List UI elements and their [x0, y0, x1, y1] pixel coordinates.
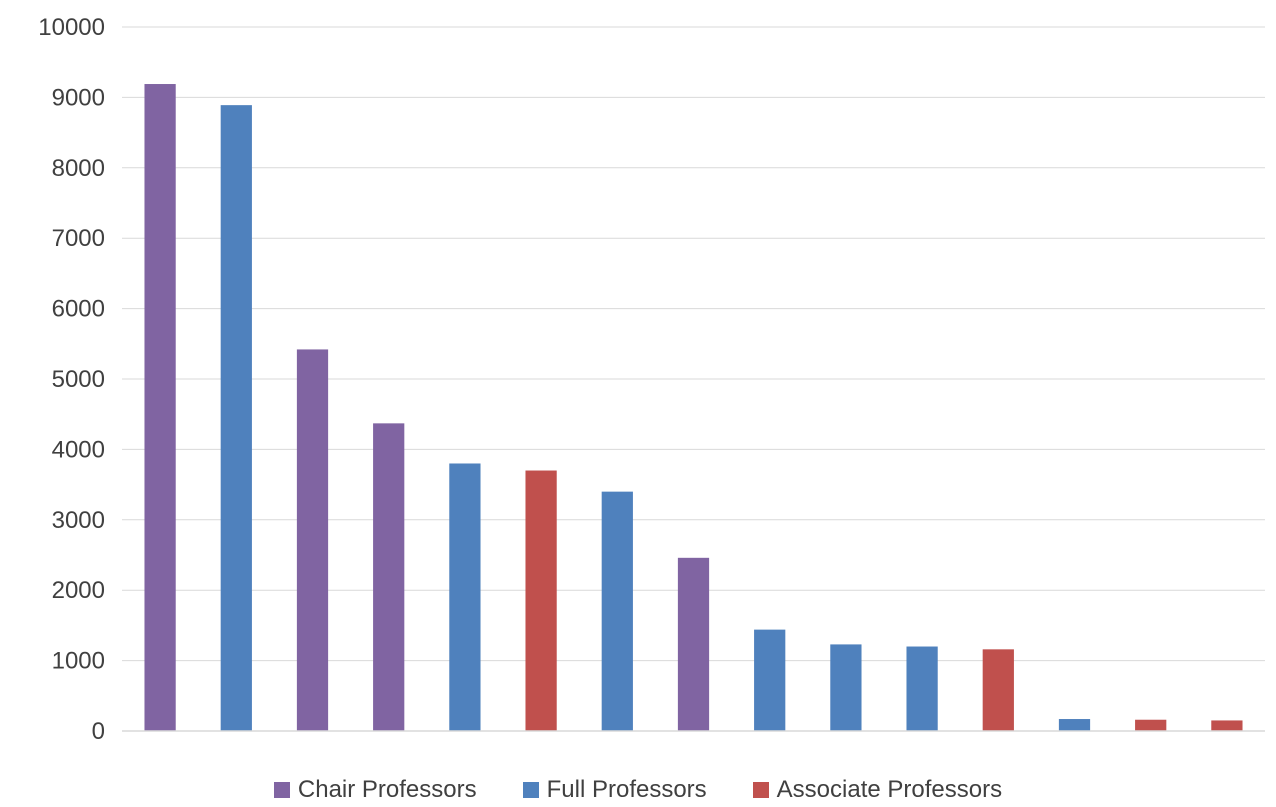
bar	[525, 470, 557, 731]
bar	[677, 557, 710, 731]
legend-label-associate: Associate Professors	[776, 776, 1003, 803]
bar-chart: 0 1000 2000 3000 4000 5000 6000 7000 8000 9000 100…	[38, 14, 1265, 745]
bar	[906, 646, 938, 731]
bar	[1135, 719, 1167, 731]
y-tick-label: 4000	[52, 436, 105, 463]
bar	[449, 463, 481, 731]
y-tick-label: 8000	[52, 155, 105, 182]
legend-item-full: Full Professors	[522, 776, 707, 804]
y-tick-label: 0	[92, 718, 105, 745]
y-tick-label: 6000	[52, 296, 105, 323]
bar	[296, 349, 329, 731]
y-tick-label: 1000	[52, 648, 105, 675]
legend-item-associate: Associate Professors	[752, 776, 1003, 804]
bar	[1211, 720, 1243, 731]
y-tick-label: 9000	[52, 84, 105, 111]
y-tick-label: 7000	[52, 225, 105, 252]
y-tick-label: 2000	[52, 577, 105, 604]
legend-swatch-associate	[752, 782, 769, 798]
y-axis-tick-labels: 0 1000 2000 3000 4000 5000 6000 7000 8000 9000 100…	[38, 14, 105, 745]
legend-swatch-full	[522, 782, 539, 798]
y-tick-label: 5000	[52, 366, 105, 393]
bar	[754, 629, 786, 731]
legend-swatch-chair	[273, 782, 290, 798]
bar	[830, 644, 862, 731]
legend-label-full: Full Professors	[546, 776, 707, 803]
y-tick-label: 3000	[52, 507, 105, 534]
bar	[220, 105, 252, 732]
legend: Chair Professors Full Professors Associa…	[0, 776, 1276, 804]
bars	[144, 84, 1243, 732]
legend-item-chair: Chair Professors	[273, 776, 477, 804]
y-tick-label: 10000	[38, 14, 105, 41]
bar	[982, 649, 1014, 731]
bar	[144, 84, 176, 732]
bar	[373, 423, 405, 731]
legend-label-chair: Chair Professors	[297, 776, 477, 803]
bar	[1058, 719, 1091, 731]
bar	[601, 491, 633, 731]
